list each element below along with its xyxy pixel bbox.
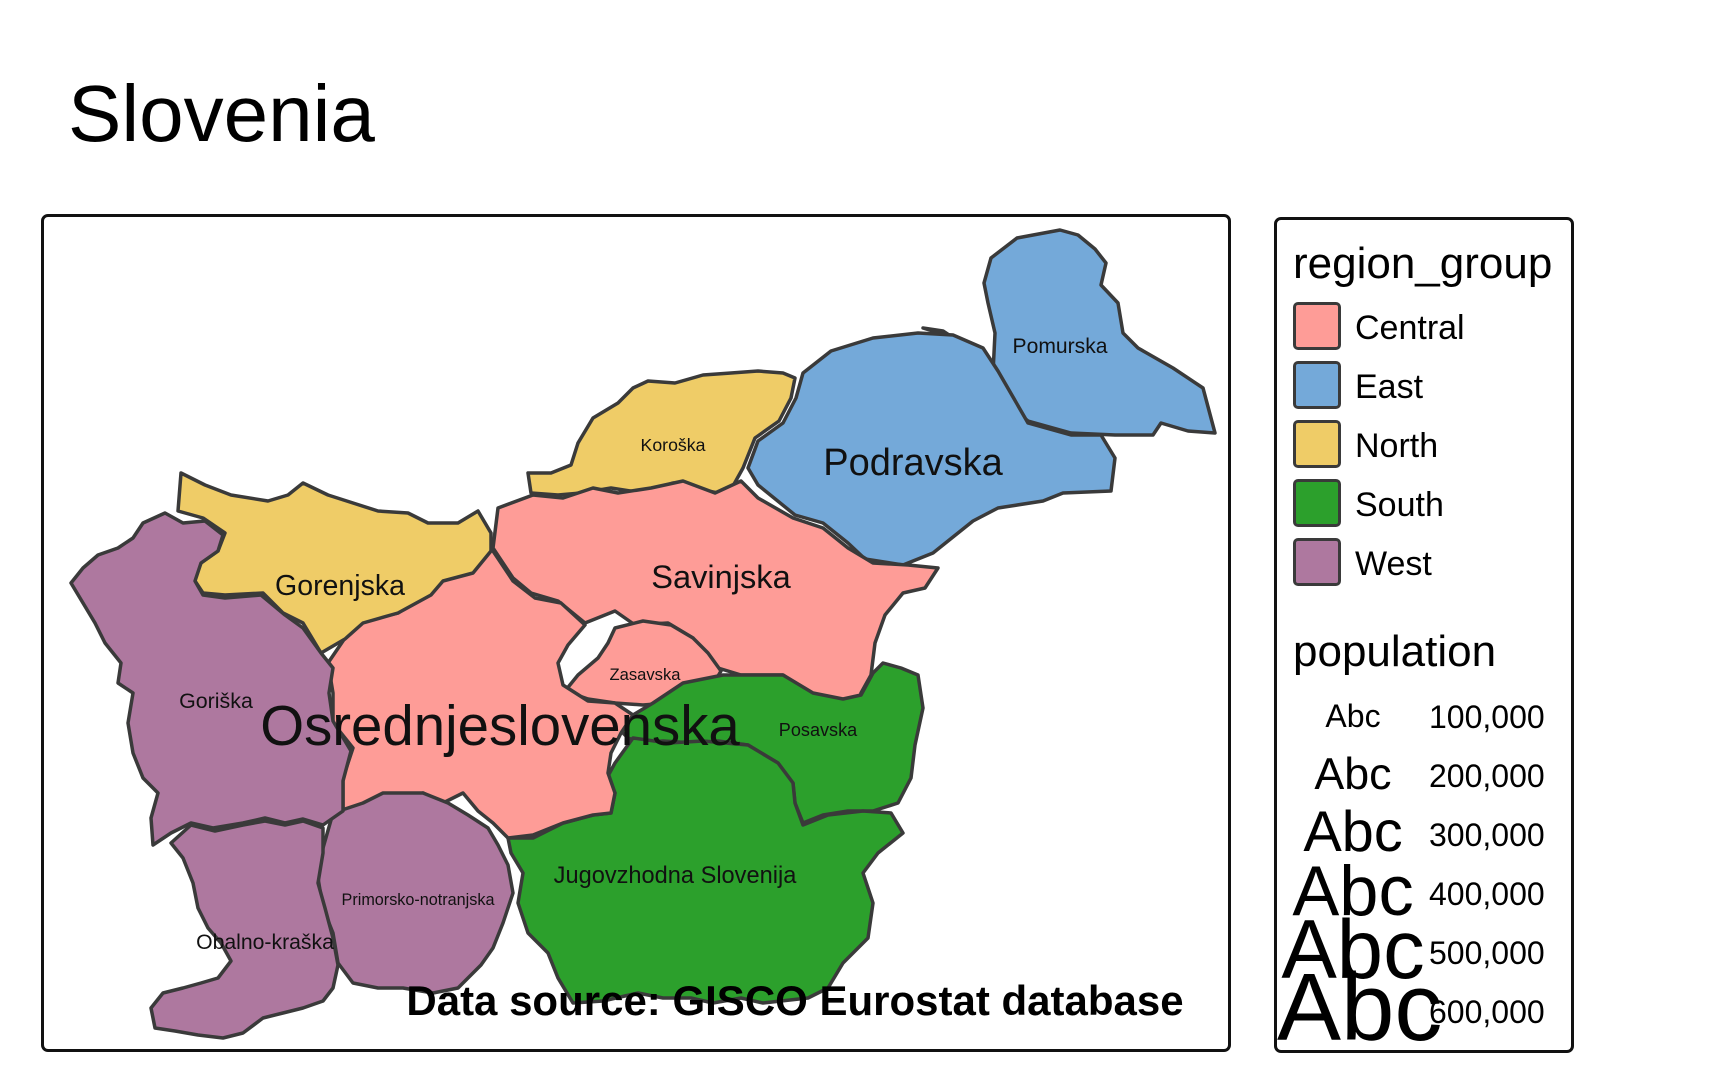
region-jugovzhodna-slovenija[interactable] <box>506 736 905 1005</box>
region-koroska[interactable] <box>526 369 797 497</box>
region-labels-layer: Pomurska Podravska Koroška Savinjska Zasavsk… <box>179 335 1108 954</box>
region-podravska[interactable] <box>746 331 1117 567</box>
legend-size-value: 200,000 <box>1429 758 1545 794</box>
legend-size-title: population <box>1293 627 1497 676</box>
legend-size-sample: Abc <box>1277 954 1443 1062</box>
legend-size-value: 500,000 <box>1429 935 1545 971</box>
region-label-goriska: Goriška <box>179 689 253 713</box>
legend-size-value: 100,000 <box>1429 699 1545 735</box>
legend-size-value: 400,000 <box>1429 876 1545 912</box>
legend-label-east: East <box>1355 368 1424 406</box>
legend-size-sample: Abc <box>1325 698 1381 735</box>
legend-swatch-west <box>1293 538 1341 586</box>
region-label-primorsko-notranjska: Primorsko-notranjska <box>342 891 495 909</box>
legend-size-value: 300,000 <box>1429 817 1545 853</box>
region-label-obalno-kraska: Obalno-kraška <box>196 931 334 954</box>
region-label-savinjska: Savinjska <box>651 558 791 595</box>
region-obalno-kraska[interactable] <box>149 819 340 1040</box>
legend-size-sample: Abc <box>1314 749 1392 800</box>
regions-layer <box>69 228 1217 1040</box>
legend-label-west: West <box>1355 545 1432 583</box>
legend-label-south: South <box>1355 486 1444 524</box>
region-label-posavska: Posavska <box>779 720 858 740</box>
map-panel: Pomurska Podravska Koroška Savinjska Zasavsk… <box>41 214 1231 1052</box>
legend-label-north: North <box>1355 427 1439 465</box>
map-canvas: Pomurska Podravska Koroška Savinjska Zasavsk… <box>69 228 1217 1040</box>
legend-swatch-north <box>1293 420 1341 468</box>
legend-size-sample: Abc <box>1292 851 1414 931</box>
region-label-osrednjeslovenska: Osrednjeslovenska <box>260 694 740 757</box>
page-title: Slovenia <box>68 69 375 158</box>
region-label-gorenjska: Gorenjska <box>275 570 405 602</box>
data-source-note: Data source: GISCO Eurostat database <box>406 977 1183 1024</box>
legend-color-title: region_group <box>1293 239 1553 288</box>
legend-size-sample: Abc <box>1303 800 1403 865</box>
legend-swatch-east <box>1293 361 1341 409</box>
legend-swatch-south <box>1293 479 1341 527</box>
region-goriska[interactable] <box>69 511 353 847</box>
region-label-pomurska: Pomurska <box>1013 335 1108 358</box>
region-label-podravska: Podravska <box>823 442 1003 484</box>
region-label-jugovzhodna-slovenija: Jugovzhodna Slovenija <box>554 863 798 889</box>
region-osrednjeslovenska[interactable] <box>326 546 635 840</box>
legend-panel: region_group Central East North South West p… <box>1274 217 1574 1062</box>
region-label-zasavska: Zasavska <box>609 665 681 684</box>
region-label-koroska: Koroška <box>641 435 706 455</box>
legend-label-central: Central <box>1355 309 1465 347</box>
region-savinjska[interactable] <box>491 479 940 710</box>
legend-size-value: 600,000 <box>1429 994 1545 1030</box>
legend-swatch-central <box>1293 302 1341 350</box>
legend-size-sample: Abc <box>1281 903 1425 997</box>
